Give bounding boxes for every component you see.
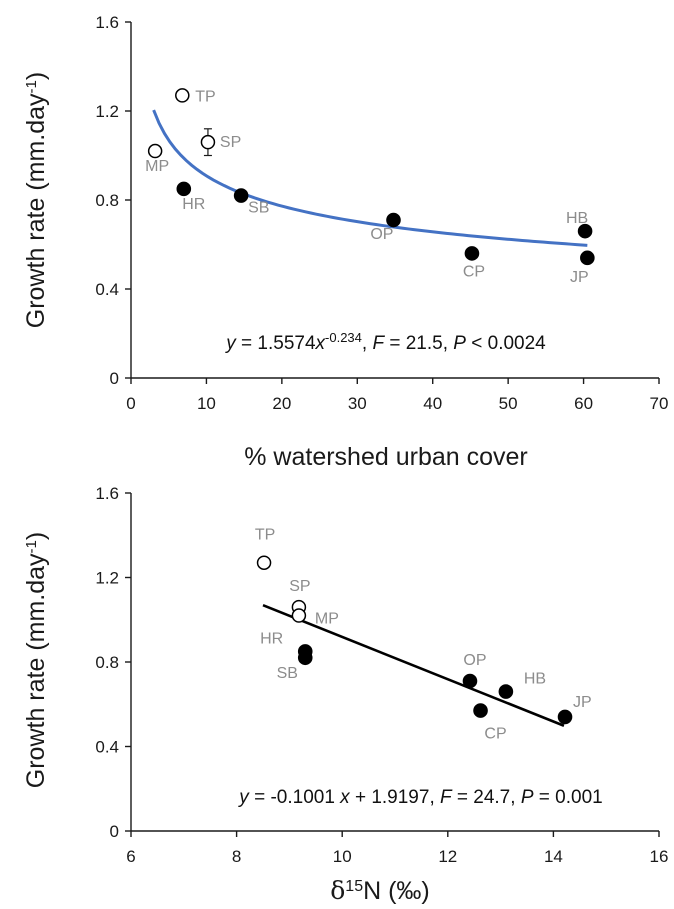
y-tick-label: 1.6 [95,13,119,32]
x-tick-label: 60 [574,394,593,413]
x-tick-label: 10 [197,394,216,413]
tick-labels-layer: 0 0.4 0.8 1.2 1.6 6 8 10 12 14 16 [95,484,668,866]
x-tick-label: 8 [232,847,241,866]
data-point-op [462,673,478,689]
data-point-jp [580,250,595,266]
data-point-sb [297,650,313,666]
point-label-jp: JP [573,694,592,711]
points-layer [147,88,595,266]
data-point-jp [557,709,573,725]
point-label-tp: TP [195,88,215,105]
x-tick-label: 70 [650,394,669,413]
y-tick-label: 1.2 [95,102,119,121]
point-label-hr: HR [182,196,205,213]
point-label-mp: MP [315,611,339,628]
data-point-hb [577,223,593,239]
x-tick-label: 50 [499,394,518,413]
point-label-op: OP [463,652,486,669]
data-point-tp [256,555,272,570]
data-point-mp [291,608,307,623]
point-labels-layer: TP MP SP HR SB OP CP HB JP [145,88,589,285]
regression-equation: y = 1.5574x-0.234, F = 21.5, P < 0.0024 [224,330,546,355]
point-label-sb: SB [277,665,298,682]
points-layer [256,555,573,725]
x-tick-label: 0 [126,394,135,413]
fit-line-layer [262,603,565,727]
tick-labels-layer: 0 0.4 0.8 1.2 1.6 0 10 20 30 40 50 60 70 [95,13,668,413]
data-point-hr [176,181,192,197]
x-tick-label: 14 [544,847,563,866]
axes-layer [125,492,660,837]
y-axis-title: Growth rate (mm.day-1) [22,532,50,788]
x-axis-title: δ15N (‰) [330,876,430,905]
chart-panel-urban-cover: 0 0.4 0.8 1.2 1.6 0 10 20 30 40 50 60 70 TP MP SP HR SB O… [22,13,668,471]
x-tick-label: 6 [126,847,135,866]
data-point-mp [147,143,163,159]
point-label-mp: MP [145,158,169,175]
x-tick-label: 30 [348,394,367,413]
point-label-tp: TP [255,527,275,544]
data-point-hb [498,684,514,699]
regression-equation: y = -0.1001 x + 1.9197, F = 24.7, P = 0.… [237,787,602,808]
data-point-tp [175,88,190,103]
y-tick-label: 1.6 [95,484,119,503]
data-point-op [386,212,401,228]
axes-layer [125,21,660,384]
point-labels-layer: TP SP MP HR SB OP CP HB JP [255,527,592,743]
y-tick-label: 0.8 [95,191,119,210]
point-label-hb: HB [524,671,546,688]
y-tick-label: 0.4 [95,738,119,757]
x-tick-label: 16 [650,847,669,866]
data-point-cp [473,703,488,718]
y-tick-label: 0 [110,369,119,388]
linear-fit-line [262,603,565,727]
point-label-jp: JP [570,269,589,286]
x-tick-label: 10 [333,847,352,866]
x-tick-label: 12 [438,847,457,866]
point-label-sp: SP [220,134,241,151]
y-tick-label: 0.4 [95,280,119,299]
data-point-cp [464,246,480,261]
data-point-sp [200,134,216,150]
point-label-cp: CP [484,726,506,743]
fit-curve-layer [152,109,588,247]
point-label-hb: HB [566,210,588,227]
point-label-cp: CP [463,263,485,280]
x-tick-label: 40 [423,394,442,413]
data-point-sb [233,188,249,203]
y-axis-title: Growth rate (mm.day-1) [22,72,50,328]
x-tick-label: 20 [272,394,291,413]
point-label-sp: SP [289,578,310,595]
point-label-op: OP [370,226,393,243]
power-fit-curve [152,109,588,247]
y-tick-label: 0 [110,822,119,841]
point-label-hr: HR [260,630,283,647]
chart-panel-delta15n: 0 0.4 0.8 1.2 1.6 6 8 10 12 14 16 TP SP MP HR SB OP CP HB… [22,484,668,905]
point-label-sb: SB [248,200,269,217]
y-tick-label: 0.8 [95,653,119,672]
y-tick-label: 1.2 [95,569,119,588]
x-axis-title: % watershed urban cover [244,443,527,471]
